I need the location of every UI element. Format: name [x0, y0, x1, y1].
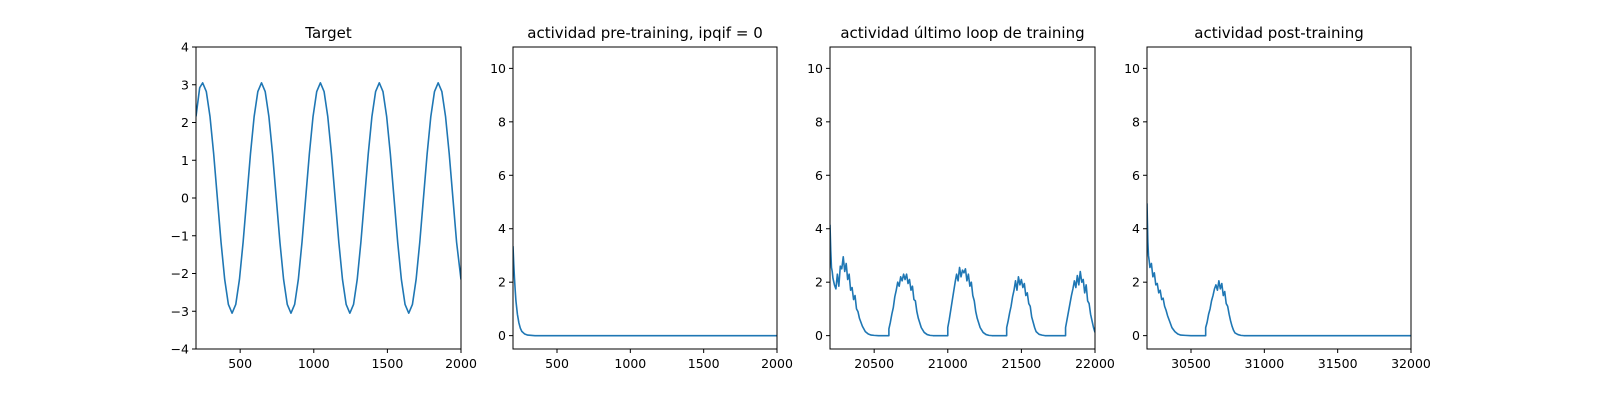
x-tick-label: 1000	[298, 356, 330, 371]
x-tick-label: 1500	[371, 356, 403, 371]
axes-frame	[512, 46, 778, 350]
x-tick-label: 500	[228, 356, 252, 371]
y-tick-label: −2	[171, 266, 189, 281]
y-tick-label: −4	[171, 342, 189, 357]
panel-target: Target 500 1000 1500 2000 −4 −3 −2 −1 0 1 2 3 4	[171, 24, 477, 371]
panel-post-training: actividad post-training 30500 31000 31500 3…	[1124, 24, 1431, 371]
series-line	[513, 246, 777, 337]
x-tick-label: 1000	[614, 356, 646, 371]
y-tick-label: 2	[181, 115, 189, 130]
y-tick-label: 0	[815, 328, 823, 343]
y-tick-label: −1	[171, 228, 189, 243]
x-tick-label: 31000	[1244, 356, 1284, 371]
x-tick-label: 20500	[854, 356, 894, 371]
x-tick-label: 21000	[928, 356, 968, 371]
y-tick-label: 10	[1124, 61, 1140, 76]
chart-title: actividad post-training	[1194, 24, 1363, 42]
series-line	[196, 82, 461, 314]
y-tick-label: 8	[815, 114, 823, 129]
x-tick-label: 30500	[1171, 356, 1211, 371]
chart-title: Target	[304, 24, 352, 42]
y-tick-label: 4	[815, 221, 823, 236]
y-tick-label: 0	[498, 328, 506, 343]
y-tick-label: 4	[181, 40, 189, 55]
chart-title: actividad último loop de training	[840, 24, 1084, 42]
y-tick-label: 2	[498, 275, 506, 290]
y-tick-label: 0	[1132, 328, 1140, 343]
y-tick-label: 4	[498, 221, 506, 236]
y-tick-label: −3	[171, 304, 189, 319]
y-tick-label: 6	[1132, 168, 1140, 183]
axes-frame	[829, 46, 1096, 350]
x-tick-label: 2000	[445, 356, 477, 371]
x-tick-label: 1500	[688, 356, 720, 371]
y-tick-label: 2	[1132, 275, 1140, 290]
y-tick-label: 1	[181, 153, 189, 168]
y-tick-label: 8	[1132, 114, 1140, 129]
y-tick-label: 3	[181, 77, 189, 92]
axes-frame	[1146, 46, 1412, 350]
y-tick-label: 6	[498, 168, 506, 183]
chart-title: actividad pre-training, ipqif = 0	[527, 24, 763, 42]
panel-pre-training: actividad pre-training, ipqif = 0 500 100…	[490, 24, 793, 371]
y-tick-label: 2	[815, 275, 823, 290]
y-tick-label: 4	[1132, 221, 1140, 236]
y-tick-label: 10	[490, 61, 506, 76]
x-tick-label: 21500	[1002, 356, 1042, 371]
x-tick-label: 31500	[1318, 356, 1358, 371]
x-tick-label: 32000	[1391, 356, 1431, 371]
y-tick-label: 8	[498, 114, 506, 129]
series-line	[1147, 203, 1411, 337]
y-tick-label: 10	[807, 61, 823, 76]
x-tick-label: 2000	[761, 356, 793, 371]
x-tick-label: 22000	[1075, 356, 1115, 371]
panel-last-training-loop: actividad último loop de training 20500 2…	[807, 24, 1115, 371]
y-tick-label: 6	[815, 168, 823, 183]
y-tick-label: 0	[181, 191, 189, 206]
x-tick-label: 500	[545, 356, 569, 371]
series-line	[830, 224, 1095, 337]
